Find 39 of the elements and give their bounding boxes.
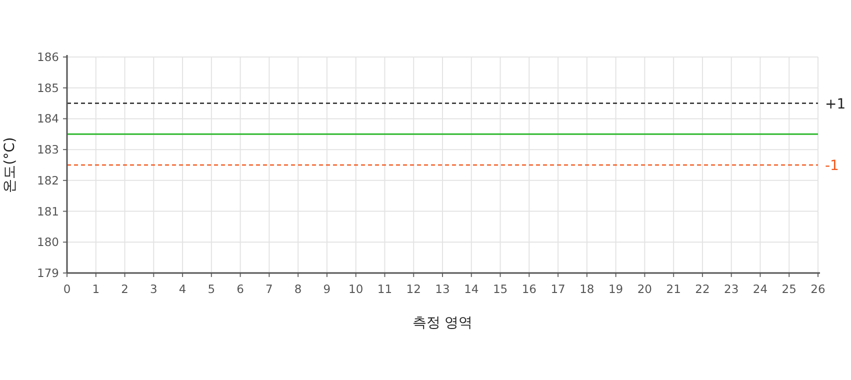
annotation: -1 (825, 158, 839, 174)
x-tick-label: 25 (782, 282, 796, 296)
x-tick-label: 8 (294, 282, 302, 296)
x-tick-label: 0 (63, 282, 71, 296)
x-tick-label: 12 (406, 282, 421, 296)
y-tick-label: 183 (37, 142, 59, 157)
x-tick-label: 22 (695, 282, 710, 296)
x-tick-label: 24 (752, 282, 768, 296)
x-tick-label: 2 (121, 282, 128, 296)
x-tick-label: 10 (348, 282, 364, 296)
y-tick-label: 182 (37, 173, 59, 188)
x-tick-label: 18 (580, 282, 594, 296)
y-tick-label: 184 (37, 112, 59, 126)
x-tick-label: 6 (236, 282, 244, 296)
x-tick-label: 23 (724, 282, 739, 296)
x-tick-label: 3 (150, 282, 158, 296)
x-tick-label: 4 (178, 282, 186, 296)
x-tick-label: 14 (464, 282, 479, 296)
x-tick-label: 17 (550, 282, 566, 296)
y-tick-label: 179 (37, 266, 59, 280)
x-tick-label: 16 (522, 282, 536, 296)
x-tick-label: 20 (637, 282, 652, 296)
annotation: +1 (825, 96, 846, 112)
y-tick-label: 185 (37, 80, 59, 95)
y-axis-title: 온도(°C) (2, 137, 18, 193)
x-tick-label: 19 (608, 282, 624, 296)
y-tick-label: 181 (37, 204, 59, 218)
x-tick-label: 26 (810, 282, 826, 296)
y-tick-label: 180 (37, 235, 59, 250)
x-tick-label: 9 (323, 282, 331, 296)
x-tick-label: 1 (92, 282, 100, 296)
x-axis-title: 측정 영역 (412, 315, 473, 331)
x-tick-label: 15 (492, 282, 508, 296)
x-tick-label: 21 (666, 282, 681, 296)
y-tick-label: 186 (37, 50, 59, 64)
x-tick-label: 13 (435, 282, 450, 296)
x-tick-label: 7 (266, 282, 273, 296)
x-tick-label: 5 (208, 282, 216, 296)
x-tick-label: 11 (377, 282, 392, 296)
